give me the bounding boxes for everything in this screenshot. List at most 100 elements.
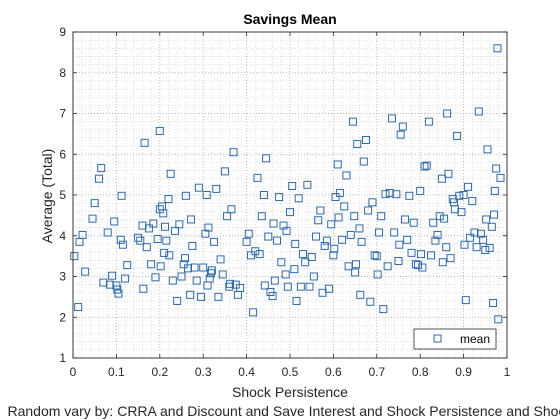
data-point [294, 194, 303, 203]
data-point [95, 174, 104, 183]
data-point [136, 236, 145, 245]
data-point [348, 117, 357, 126]
data-point [249, 308, 258, 317]
data-points [70, 44, 505, 324]
data-point [168, 276, 177, 285]
data-point [286, 208, 294, 217]
data-point [121, 274, 130, 283]
data-point [142, 243, 151, 252]
x-tick-label: 0.1 [108, 365, 125, 379]
data-point [204, 223, 213, 232]
data-point [453, 131, 462, 140]
data-point [327, 220, 336, 229]
x-axis-label: Shock Persistence [232, 384, 348, 400]
data-point [97, 164, 106, 173]
data-point [353, 140, 362, 149]
data-point [433, 230, 442, 239]
y-tick-label: 1 [59, 351, 66, 365]
x-tick-label: 0.8 [412, 365, 429, 379]
data-point [226, 279, 235, 288]
data-point [186, 290, 195, 299]
data-point [218, 270, 227, 279]
data-point [338, 235, 347, 244]
data-point [260, 281, 269, 290]
data-point [483, 145, 492, 154]
data-point [277, 258, 286, 267]
data-point [333, 160, 342, 169]
data-point [383, 262, 392, 271]
data-point [134, 233, 143, 242]
data-point [112, 281, 121, 290]
data-point [299, 250, 308, 259]
data-point [442, 243, 451, 252]
data-point [489, 210, 498, 219]
data-point [322, 236, 331, 245]
data-point [416, 186, 425, 195]
data-point [108, 271, 117, 280]
data-point [177, 272, 186, 281]
x-tick-label: 0.5 [282, 365, 299, 379]
data-point [216, 255, 225, 264]
data-point [275, 193, 284, 202]
data-point [303, 180, 312, 189]
data-point [409, 218, 418, 227]
data-point [187, 215, 196, 224]
data-point [350, 212, 359, 221]
data-point [387, 114, 396, 123]
data-point [401, 215, 410, 224]
data-point [330, 244, 339, 253]
data-point [202, 191, 211, 199]
x-tick-label: 0 [70, 365, 77, 379]
data-point [296, 282, 305, 291]
data-point [147, 260, 156, 269]
data-point [151, 273, 160, 282]
data-point [407, 248, 416, 257]
x-tick-labels: 0 0.1 0.2 0.3 0.4 0.5 0.6 0.7 0.8 0.9 1 [70, 365, 511, 379]
data-point [414, 261, 423, 270]
data-point [207, 266, 216, 275]
footnote: Random vary by: CRRA and Discount and Sa… [8, 403, 560, 419]
y-tick-label: 6 [59, 147, 66, 161]
y-axis-label: Average (Total) [39, 149, 55, 244]
data-point [351, 268, 360, 277]
data-point [180, 254, 189, 263]
data-point [492, 164, 501, 173]
y-tick-label: 3 [59, 270, 66, 284]
data-point [103, 228, 112, 237]
data-point [390, 228, 399, 237]
data-point [351, 260, 360, 269]
data-point [364, 206, 373, 215]
data-point [472, 243, 481, 252]
x-tick-label: 0.4 [238, 365, 255, 379]
data-point [229, 148, 238, 157]
data-point [370, 251, 379, 260]
data-point [359, 157, 368, 166]
data-point [123, 261, 132, 270]
data-point [257, 212, 266, 221]
data-point [266, 287, 275, 296]
data-point [227, 205, 236, 214]
data-point [444, 169, 453, 178]
data-point [457, 208, 466, 217]
y-tick-label: 2 [59, 310, 66, 324]
data-point [244, 229, 253, 238]
axes [72, 31, 508, 359]
data-point [394, 257, 403, 266]
data-point [269, 219, 278, 228]
data-point [290, 265, 299, 274]
data-point [166, 169, 175, 178]
data-point [113, 285, 122, 294]
legend: mean [413, 328, 497, 350]
data-point [420, 162, 429, 171]
data-point [366, 297, 375, 306]
chart-title: Savings Mean [243, 11, 336, 27]
data-point [468, 197, 477, 206]
data-point [355, 224, 364, 233]
data-point [255, 250, 264, 259]
y-tick-label: 5 [59, 188, 66, 202]
data-point [116, 235, 125, 244]
data-point [162, 236, 171, 245]
data-point [490, 186, 499, 195]
data-point [331, 193, 340, 202]
